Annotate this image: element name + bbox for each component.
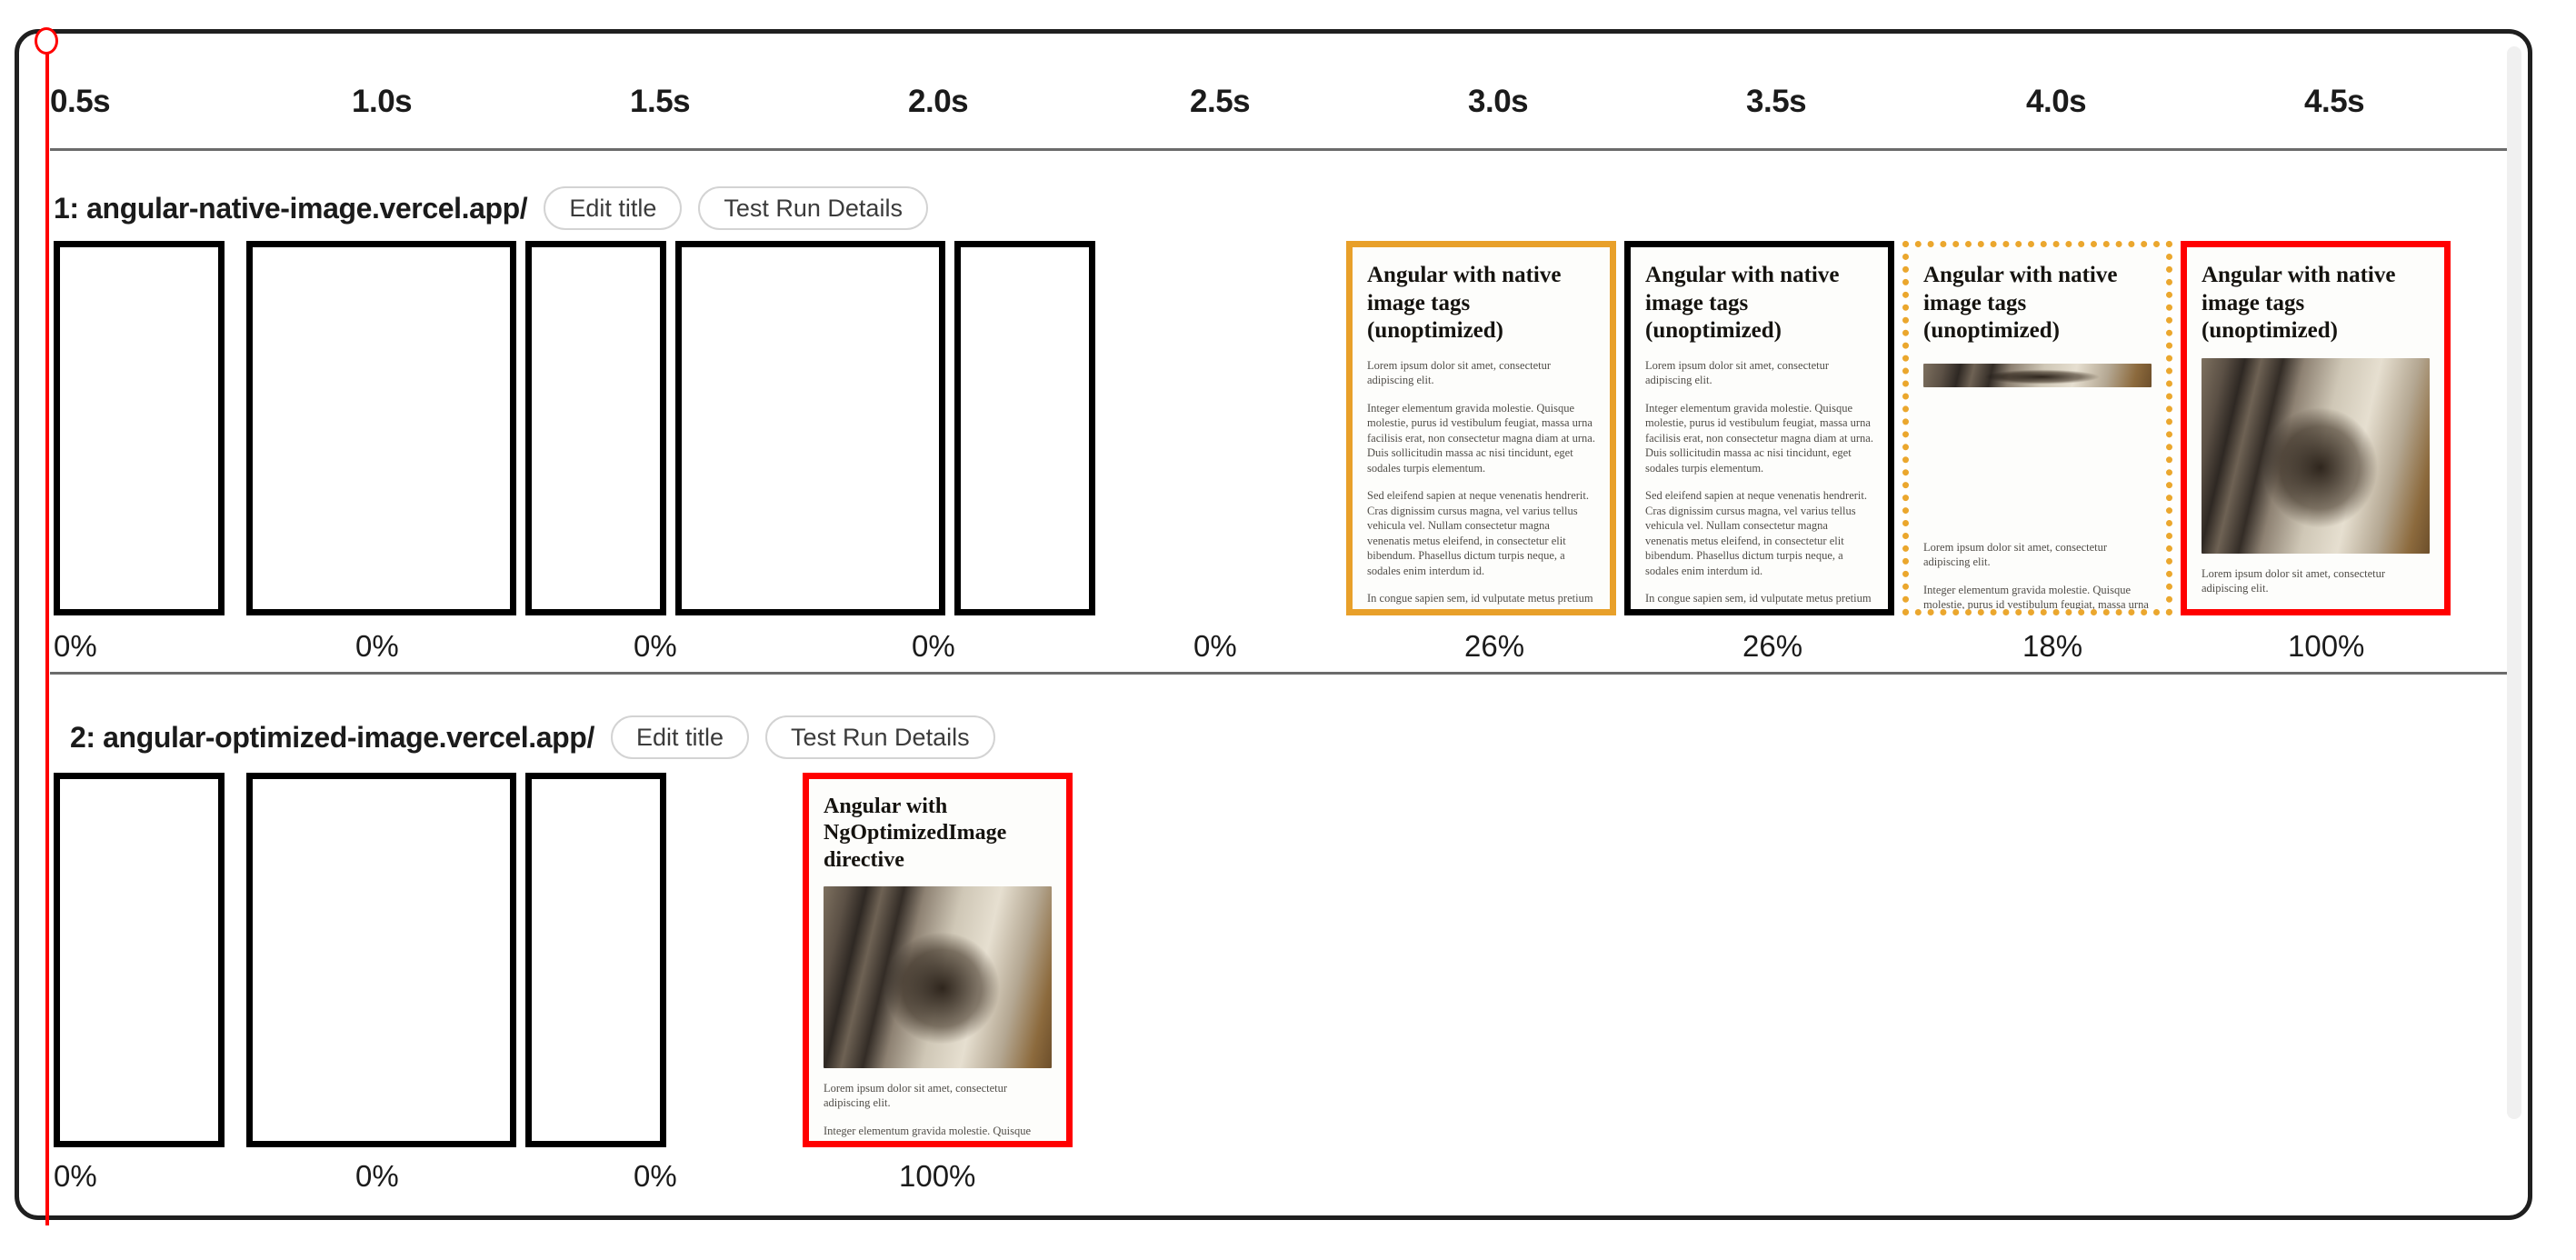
filmstrip-frame[interactable]: Angular with native image tags (unoptimi… [1902,241,2172,615]
frame-percent-label: 0% [1193,629,1237,663]
axis-tick-7: 4.0s [2026,84,2087,119]
run-header-1: 1: angular-native-image.vercel.app/ Edit… [54,186,928,230]
screenshot-heading: Angular with native image tags (unoptimi… [2202,263,2396,343]
screenshot-paragraph: Integer elementum gravida molestie. Quis… [1923,583,2149,611]
screenshot-paragraph: Lorem ipsum dolor sit amet, consectetur … [1645,358,1830,387]
run-divider [50,672,2513,675]
hero-image [824,885,1052,1068]
frame-percent-label: 0% [912,629,955,663]
page-screenshot: Angular with NgOptimizedImage directive … [809,779,1066,1141]
filmstrip-frame[interactable]: Angular with native image tags (unoptimi… [2181,241,2451,615]
axis-tick-8: 4.5s [2304,84,2365,119]
filmstrip-frame[interactable] [525,773,666,1147]
screenshot-paragraph: Integer elementum gravida molestie. Quis… [824,1124,1032,1137]
filmstrip-frame[interactable] [954,241,1095,615]
filmstrip-frame[interactable] [675,241,945,615]
screenshot-paragraph: Sed eleifend sapien at neque venenatis h… [1645,489,1868,577]
screenshot-paragraph: In congue sapien sem, id vulputate metus… [1645,592,1872,615]
screenshot-heading: Angular with native image tags (unoptimi… [1367,263,1562,343]
filmstrip-frame[interactable] [525,241,666,615]
frame-percent-label: 26% [1464,629,1525,663]
vertical-scrollbar-track[interactable] [2507,46,2521,1203]
filmstrip-frame[interactable] [54,773,225,1147]
axis-tick-0: 0.5s [50,84,111,119]
axis-tick-2: 1.5s [630,84,691,119]
vertical-scrollbar-thumb[interactable] [2507,46,2521,1119]
frame-percent-label: 0% [54,629,97,663]
page-screenshot: Angular with native image tags (unoptimi… [2187,247,2444,609]
filmstrip-frame[interactable]: Angular with native image tags (unoptimi… [1624,241,1894,615]
page-screenshot: Angular with native image tags (unoptimi… [1353,247,1610,609]
axis-tick-4: 2.5s [1190,84,1251,119]
filmstrip-frame[interactable] [246,241,516,615]
run-header-2: 2: angular-optimized-image.vercel.app/ E… [70,715,995,759]
screenshot-paragraph: Sed eleifend sapien at neque venenatis h… [1367,489,1590,577]
screenshot-paragraph: Lorem ipsum dolor sit amet, consectetur … [2202,566,2386,595]
frame-percent-label: 0% [355,629,399,663]
edit-title-button-2[interactable]: Edit title [610,715,749,759]
screenshot-paragraph: Lorem ipsum dolor sit amet, consectetur … [1367,358,1552,387]
page-screenshot: Angular with native image tags (unoptimi… [1631,247,1888,609]
screenshot-paragraph: Lorem ipsum dolor sit amet, consectetur … [824,1081,1008,1110]
frame-percent-label: 0% [355,1159,399,1193]
screenshot-heading: Angular with native image tags (unoptimi… [1923,263,2118,343]
screenshot-paragraph: Integer elementum gravida molestie. Quis… [1645,401,1873,475]
run-title-2: 2: angular-optimized-image.vercel.app/ [70,720,594,754]
edit-title-button-1[interactable]: Edit title [544,186,683,230]
axis-tick-6: 3.5s [1746,84,1807,119]
axis-tick-5: 3.0s [1468,84,1529,119]
test-run-details-button-2[interactable]: Test Run Details [765,715,995,759]
hero-image [2202,357,2430,554]
frame-percent-label: 100% [2288,629,2365,663]
test-run-details-button-1[interactable]: Test Run Details [698,186,928,230]
frame-percent-label: 0% [634,1159,677,1193]
screenshot-paragraph: Integer elementum gravida molestie. Quis… [2202,609,2430,610]
timeline-playhead-handle[interactable] [35,27,58,55]
frame-percent-label: 0% [634,629,677,663]
filmstrip-frame[interactable]: Angular with NgOptimizedImage directive … [803,773,1073,1147]
filmstrip-frame[interactable] [246,773,516,1147]
screenshot-paragraph: In congue sapien sem, id vulputate metus… [1367,592,1593,615]
axis-tick-3: 2.0s [908,84,969,119]
filmstrip-frame[interactable] [54,241,225,615]
screenshot-heading: Angular with native image tags (unoptimi… [1645,263,1840,343]
screenshot-heading: Angular with NgOptimizedImage directive [824,795,1007,872]
frame-percent-label: 100% [899,1159,976,1193]
axis-divider [50,148,2513,151]
timeline-axis: 0.5s 1.0s 1.5s 2.0s 2.5s 3.0s 3.5s 4.0s … [19,84,2528,147]
page-screenshot: Angular with native image tags (unoptimi… [1909,247,2166,609]
screenshot-paragraph: Lorem ipsum dolor sit amet, consectetur … [1923,540,2108,569]
frame-percent-label: 18% [2022,629,2083,663]
axis-tick-1: 1.0s [352,84,413,119]
run-title-1: 1: angular-native-image.vercel.app/ [54,191,528,225]
hero-image-partial [1923,363,2152,387]
filmstrip-frame[interactable]: Angular with native image tags (unoptimi… [1346,241,1616,615]
filmstrip-panel: 0.5s 1.0s 1.5s 2.0s 2.5s 3.0s 3.5s 4.0s … [15,29,2532,1220]
timeline-playhead-line[interactable] [45,35,49,1225]
frame-percent-label: 0% [54,1159,97,1193]
frame-percent-label: 26% [1742,629,1803,663]
screenshot-paragraph: Integer elementum gravida molestie. Quis… [1367,401,1595,475]
